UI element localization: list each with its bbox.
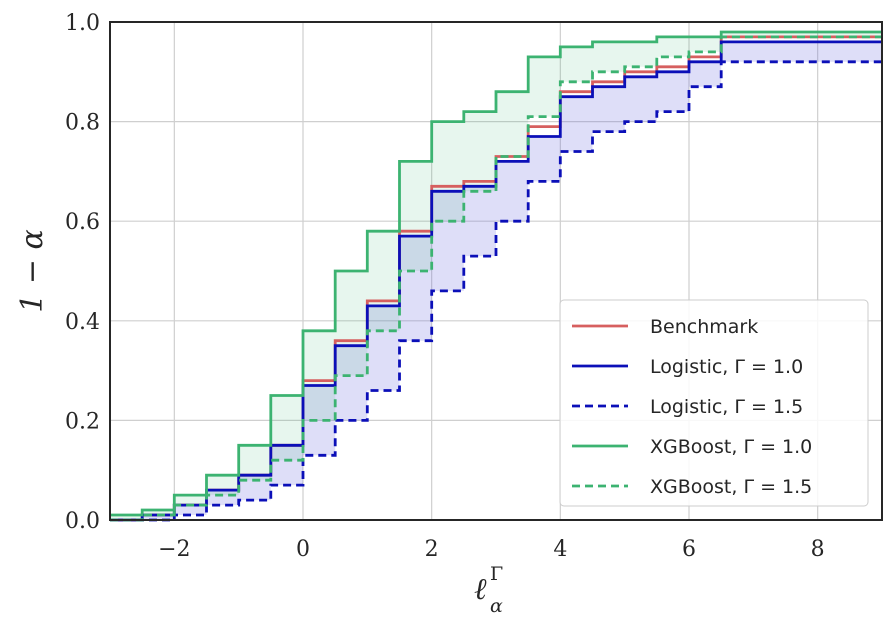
x-axis-label: ℓ Γ α <box>474 563 503 617</box>
x-tick-label: 8 <box>811 537 825 562</box>
y-tick-label: 0.8 <box>65 111 100 136</box>
x-axis-label-main: ℓ <box>474 572 487 607</box>
tick-labels: −2 0 2 4 6 8 0.0 0.2 0.4 0.6 0.8 1.0 <box>65 11 825 562</box>
legend-label: Logistic, Γ = 1.5 <box>650 396 803 418</box>
x-tick-label: 2 <box>425 537 439 562</box>
series-line <box>110 40 882 522</box>
legend-box <box>559 299 869 507</box>
series-line <box>110 30 882 517</box>
y-tick-label: 0.2 <box>65 409 100 434</box>
legend-label: Logistic, Γ = 1.0 <box>650 356 803 378</box>
x-axis-label-superscript: Γ <box>490 563 503 585</box>
legend-label: XGBoost, Γ = 1.0 <box>650 436 812 458</box>
svg-text:Γ: Γ <box>490 563 503 585</box>
plot-frame <box>109 21 883 521</box>
series-line <box>110 60 882 522</box>
y-tick-label: 0.6 <box>65 210 100 235</box>
x-tick-label: 0 <box>296 537 310 562</box>
legend-label: XGBoost, Γ = 1.5 <box>650 476 812 498</box>
svg-text:ℓ: ℓ <box>474 572 487 607</box>
x-tick-label: −2 <box>158 537 190 562</box>
legend-label: Benchmark <box>650 316 758 338</box>
series-lines <box>110 30 882 522</box>
y-tick-label: 0.4 <box>65 310 100 335</box>
y-axis-label: 1 − α <box>15 229 50 313</box>
x-tick-label: 6 <box>682 537 696 562</box>
y-tick-label: 0.0 <box>65 509 100 534</box>
legend: Benchmark Logistic, Γ = 1.0 Logistic, Γ = … <box>559 299 869 507</box>
series-line <box>110 35 882 522</box>
x-tick-label: 4 <box>553 537 567 562</box>
svg-text:α: α <box>490 595 503 617</box>
y-tick-label: 1.0 <box>65 11 100 36</box>
x-axis-label-subscript: α <box>490 595 503 617</box>
